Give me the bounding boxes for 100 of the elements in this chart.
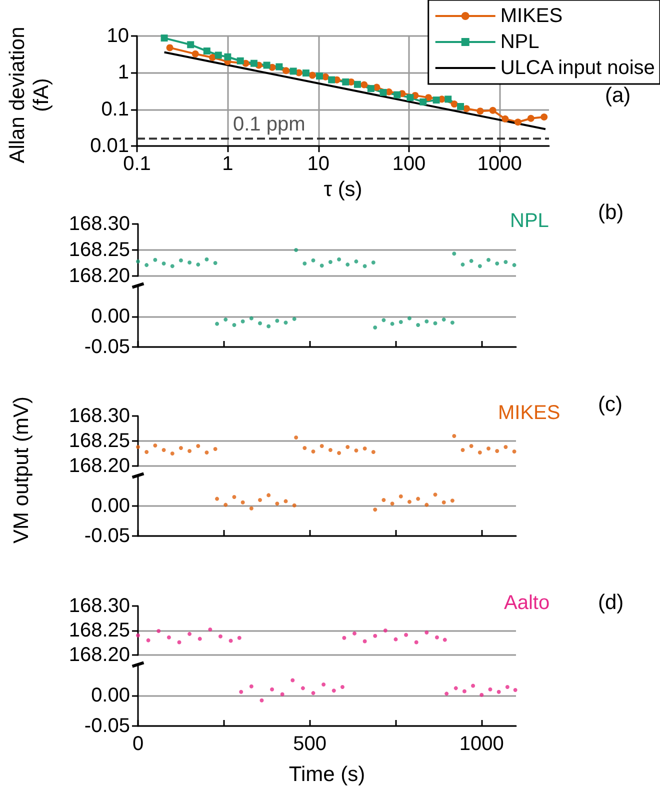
point — [488, 687, 492, 692]
y-tick-label: 1 — [118, 62, 129, 84]
point — [462, 689, 466, 694]
series-label: NPL — [510, 210, 549, 232]
point — [224, 502, 228, 507]
point — [311, 450, 316, 454]
point — [228, 638, 233, 643]
y-tick-label: 168.30 — [68, 213, 130, 235]
point — [232, 495, 236, 499]
legend-label: ULCA input noise — [500, 57, 655, 79]
point — [332, 688, 336, 693]
point — [371, 260, 376, 264]
point — [450, 320, 454, 325]
point — [213, 447, 218, 451]
y-axis-title: Allan deviation (fA) — [6, 26, 54, 166]
point — [362, 264, 367, 268]
y-tick-label: 0.00 — [91, 306, 130, 328]
y-tick-label: 168.20 — [68, 265, 130, 287]
point — [249, 316, 254, 320]
point — [302, 262, 307, 266]
x-tick-label: 1000 — [459, 733, 504, 755]
point — [188, 632, 192, 636]
point — [407, 316, 412, 320]
point — [322, 682, 326, 687]
point — [280, 692, 284, 696]
y-tick-label: -0.05 — [84, 715, 130, 737]
point — [444, 692, 449, 696]
point — [478, 450, 482, 454]
point — [320, 264, 324, 268]
y-tick-label: 0.1 — [101, 98, 129, 120]
point — [371, 450, 376, 454]
point — [342, 636, 346, 640]
point — [292, 503, 296, 508]
point — [362, 446, 367, 450]
point — [424, 319, 429, 324]
point — [383, 628, 388, 632]
point — [433, 321, 438, 326]
y-tick-label: 168.30 — [68, 595, 130, 617]
point — [495, 449, 500, 453]
point — [337, 451, 342, 455]
point — [311, 258, 316, 262]
point — [505, 684, 510, 689]
point — [362, 639, 367, 644]
point — [328, 260, 332, 264]
point — [266, 493, 271, 498]
point — [454, 686, 458, 690]
point — [136, 445, 140, 449]
point — [452, 434, 456, 438]
point — [512, 450, 516, 454]
y-tick-label: 168.20 — [68, 644, 130, 666]
point — [224, 318, 228, 322]
point — [275, 502, 280, 506]
point — [237, 636, 242, 640]
point — [512, 263, 516, 268]
point — [215, 496, 220, 501]
x-tick-label: 1000 — [477, 153, 522, 176]
point — [136, 633, 140, 638]
ref-line-label: 0.1 ppm — [233, 114, 306, 136]
point — [382, 498, 386, 502]
point — [452, 252, 456, 256]
point — [144, 450, 149, 454]
point — [352, 631, 356, 636]
point — [232, 323, 236, 328]
point — [266, 324, 271, 328]
point — [340, 684, 344, 689]
point — [416, 323, 420, 328]
y-tick-label: 168.25 — [68, 239, 130, 261]
y-axis-title: VM output (mV) — [10, 395, 34, 546]
y-tick-label: 168.30 — [68, 405, 130, 427]
point — [258, 498, 262, 502]
point — [196, 444, 200, 448]
point — [215, 322, 220, 326]
y-tick-label: -0.05 — [84, 336, 130, 358]
point — [275, 318, 280, 323]
point — [204, 257, 209, 262]
point — [156, 628, 161, 633]
point — [442, 638, 447, 642]
point — [218, 634, 222, 638]
point — [240, 500, 245, 504]
point — [258, 321, 262, 326]
point — [471, 684, 476, 688]
y-tick-label: 168.25 — [68, 620, 130, 642]
point — [513, 688, 518, 692]
point — [442, 318, 446, 322]
point — [407, 500, 412, 504]
x-axis-title: Time (s) — [288, 763, 366, 786]
point — [270, 687, 274, 692]
point — [496, 690, 501, 694]
x-axis-title: τ (s) — [324, 178, 362, 201]
x-tick-label: 1 — [222, 153, 234, 176]
point — [433, 492, 438, 497]
point — [166, 635, 171, 640]
point — [390, 322, 394, 326]
point — [300, 686, 305, 690]
point — [249, 506, 254, 510]
point — [196, 262, 200, 267]
point — [162, 448, 166, 452]
y-tick-label: 0.00 — [91, 495, 130, 517]
point — [294, 248, 298, 252]
point — [177, 640, 182, 644]
